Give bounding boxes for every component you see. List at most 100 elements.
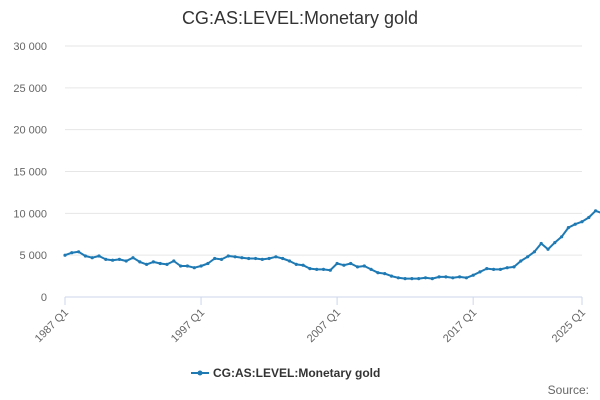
data-point [478, 270, 482, 274]
data-point [580, 220, 584, 224]
data-point [138, 260, 142, 264]
data-point [63, 253, 67, 257]
data-point [430, 277, 434, 281]
data-point [90, 256, 94, 260]
data-point [206, 261, 210, 266]
data-point [492, 267, 496, 271]
y-tick-label: 5 000 [19, 250, 47, 262]
legend-label: CG:AS:LEVEL:Monetary gold [213, 366, 380, 380]
data-point [471, 273, 475, 277]
chart-title: CG:AS:LEVEL:Monetary gold [182, 8, 418, 28]
data-point [260, 257, 264, 261]
data-point [389, 274, 394, 278]
data-point [383, 272, 387, 276]
data-point [192, 266, 196, 270]
data-point [498, 267, 502, 271]
data-point [512, 265, 516, 269]
data-point [505, 266, 509, 270]
data-point [151, 260, 155, 264]
data-point [519, 259, 523, 263]
data-point [213, 256, 217, 261]
data-point [77, 250, 81, 254]
data-point [226, 254, 230, 258]
data-point [362, 264, 366, 268]
data-point [458, 275, 462, 279]
legend[interactable]: CG:AS:LEVEL:Monetary gold [191, 366, 380, 380]
data-point [104, 257, 108, 261]
data-point [158, 261, 162, 266]
data-point [111, 258, 115, 262]
series-line [64, 209, 600, 280]
y-tick-label: 20 000 [13, 125, 47, 137]
data-point [117, 257, 121, 261]
data-point [573, 222, 577, 226]
data-point [179, 264, 183, 268]
data-point [485, 267, 489, 271]
data-point [539, 241, 543, 246]
data-point [403, 277, 407, 281]
data-point [437, 275, 441, 279]
y-tick-label: 0 [41, 292, 47, 304]
data-point [247, 256, 251, 261]
data-point [410, 277, 414, 281]
data-point [97, 254, 101, 258]
x-tick-label: 2017 Q1 [441, 307, 479, 345]
data-point [376, 271, 380, 275]
x-axis-ticks: 1987 Q1 1997 Q1 2007 Q1 2017 Q1 2025 Q1 [33, 297, 588, 345]
data-point [566, 226, 571, 230]
data-point [281, 256, 285, 261]
data-point [185, 264, 189, 268]
data-point [301, 263, 305, 267]
x-tick-label: 2007 Q1 [305, 307, 343, 345]
data-point [70, 251, 74, 255]
data-point [274, 255, 278, 259]
data-point [240, 256, 244, 260]
grid-layer [65, 45, 582, 298]
data-point [294, 262, 298, 266]
x-tick-label: 2025 Q1 [550, 307, 588, 345]
data-point [335, 261, 339, 266]
data-point [287, 259, 292, 263]
y-tick-label: 10 000 [13, 208, 47, 220]
data-point [315, 267, 319, 271]
data-point [526, 255, 530, 259]
y-axis-ticks: 0 5 000 10 000 15 000 20 000 25 000 30 000 [13, 41, 47, 304]
data-point [553, 241, 557, 245]
data-point [172, 259, 176, 263]
data-point [587, 215, 591, 220]
data-point [342, 263, 346, 267]
data-point [165, 262, 169, 266]
x-tick-label: 1987 Q1 [33, 307, 71, 345]
x-tick-label: 1997 Q1 [169, 307, 207, 345]
data-point [355, 265, 360, 269]
data-point [396, 276, 400, 280]
y-tick-label: 30 000 [13, 41, 47, 53]
data-point [369, 267, 373, 271]
source-label: Source: [548, 383, 589, 397]
data-point [145, 262, 149, 266]
data-point [546, 247, 550, 251]
y-tick-label: 15 000 [13, 167, 47, 179]
data-point [219, 257, 224, 261]
data-point [124, 259, 128, 263]
data-point [451, 276, 455, 280]
data-point [308, 267, 312, 271]
data-point [560, 235, 564, 239]
data-point [131, 256, 135, 260]
data-point [349, 261, 353, 266]
data-point [253, 256, 258, 261]
data-point [328, 268, 332, 272]
legend-marker-icon [197, 370, 203, 376]
data-point [321, 267, 326, 271]
data-point [417, 277, 421, 281]
data-point [532, 250, 537, 254]
data-point [233, 255, 237, 259]
data-point [83, 254, 87, 258]
data-point [444, 275, 448, 279]
data-point [594, 209, 598, 213]
data-point [199, 264, 203, 268]
data-point [267, 256, 271, 261]
data-point [464, 276, 468, 280]
series-layer [63, 209, 600, 281]
